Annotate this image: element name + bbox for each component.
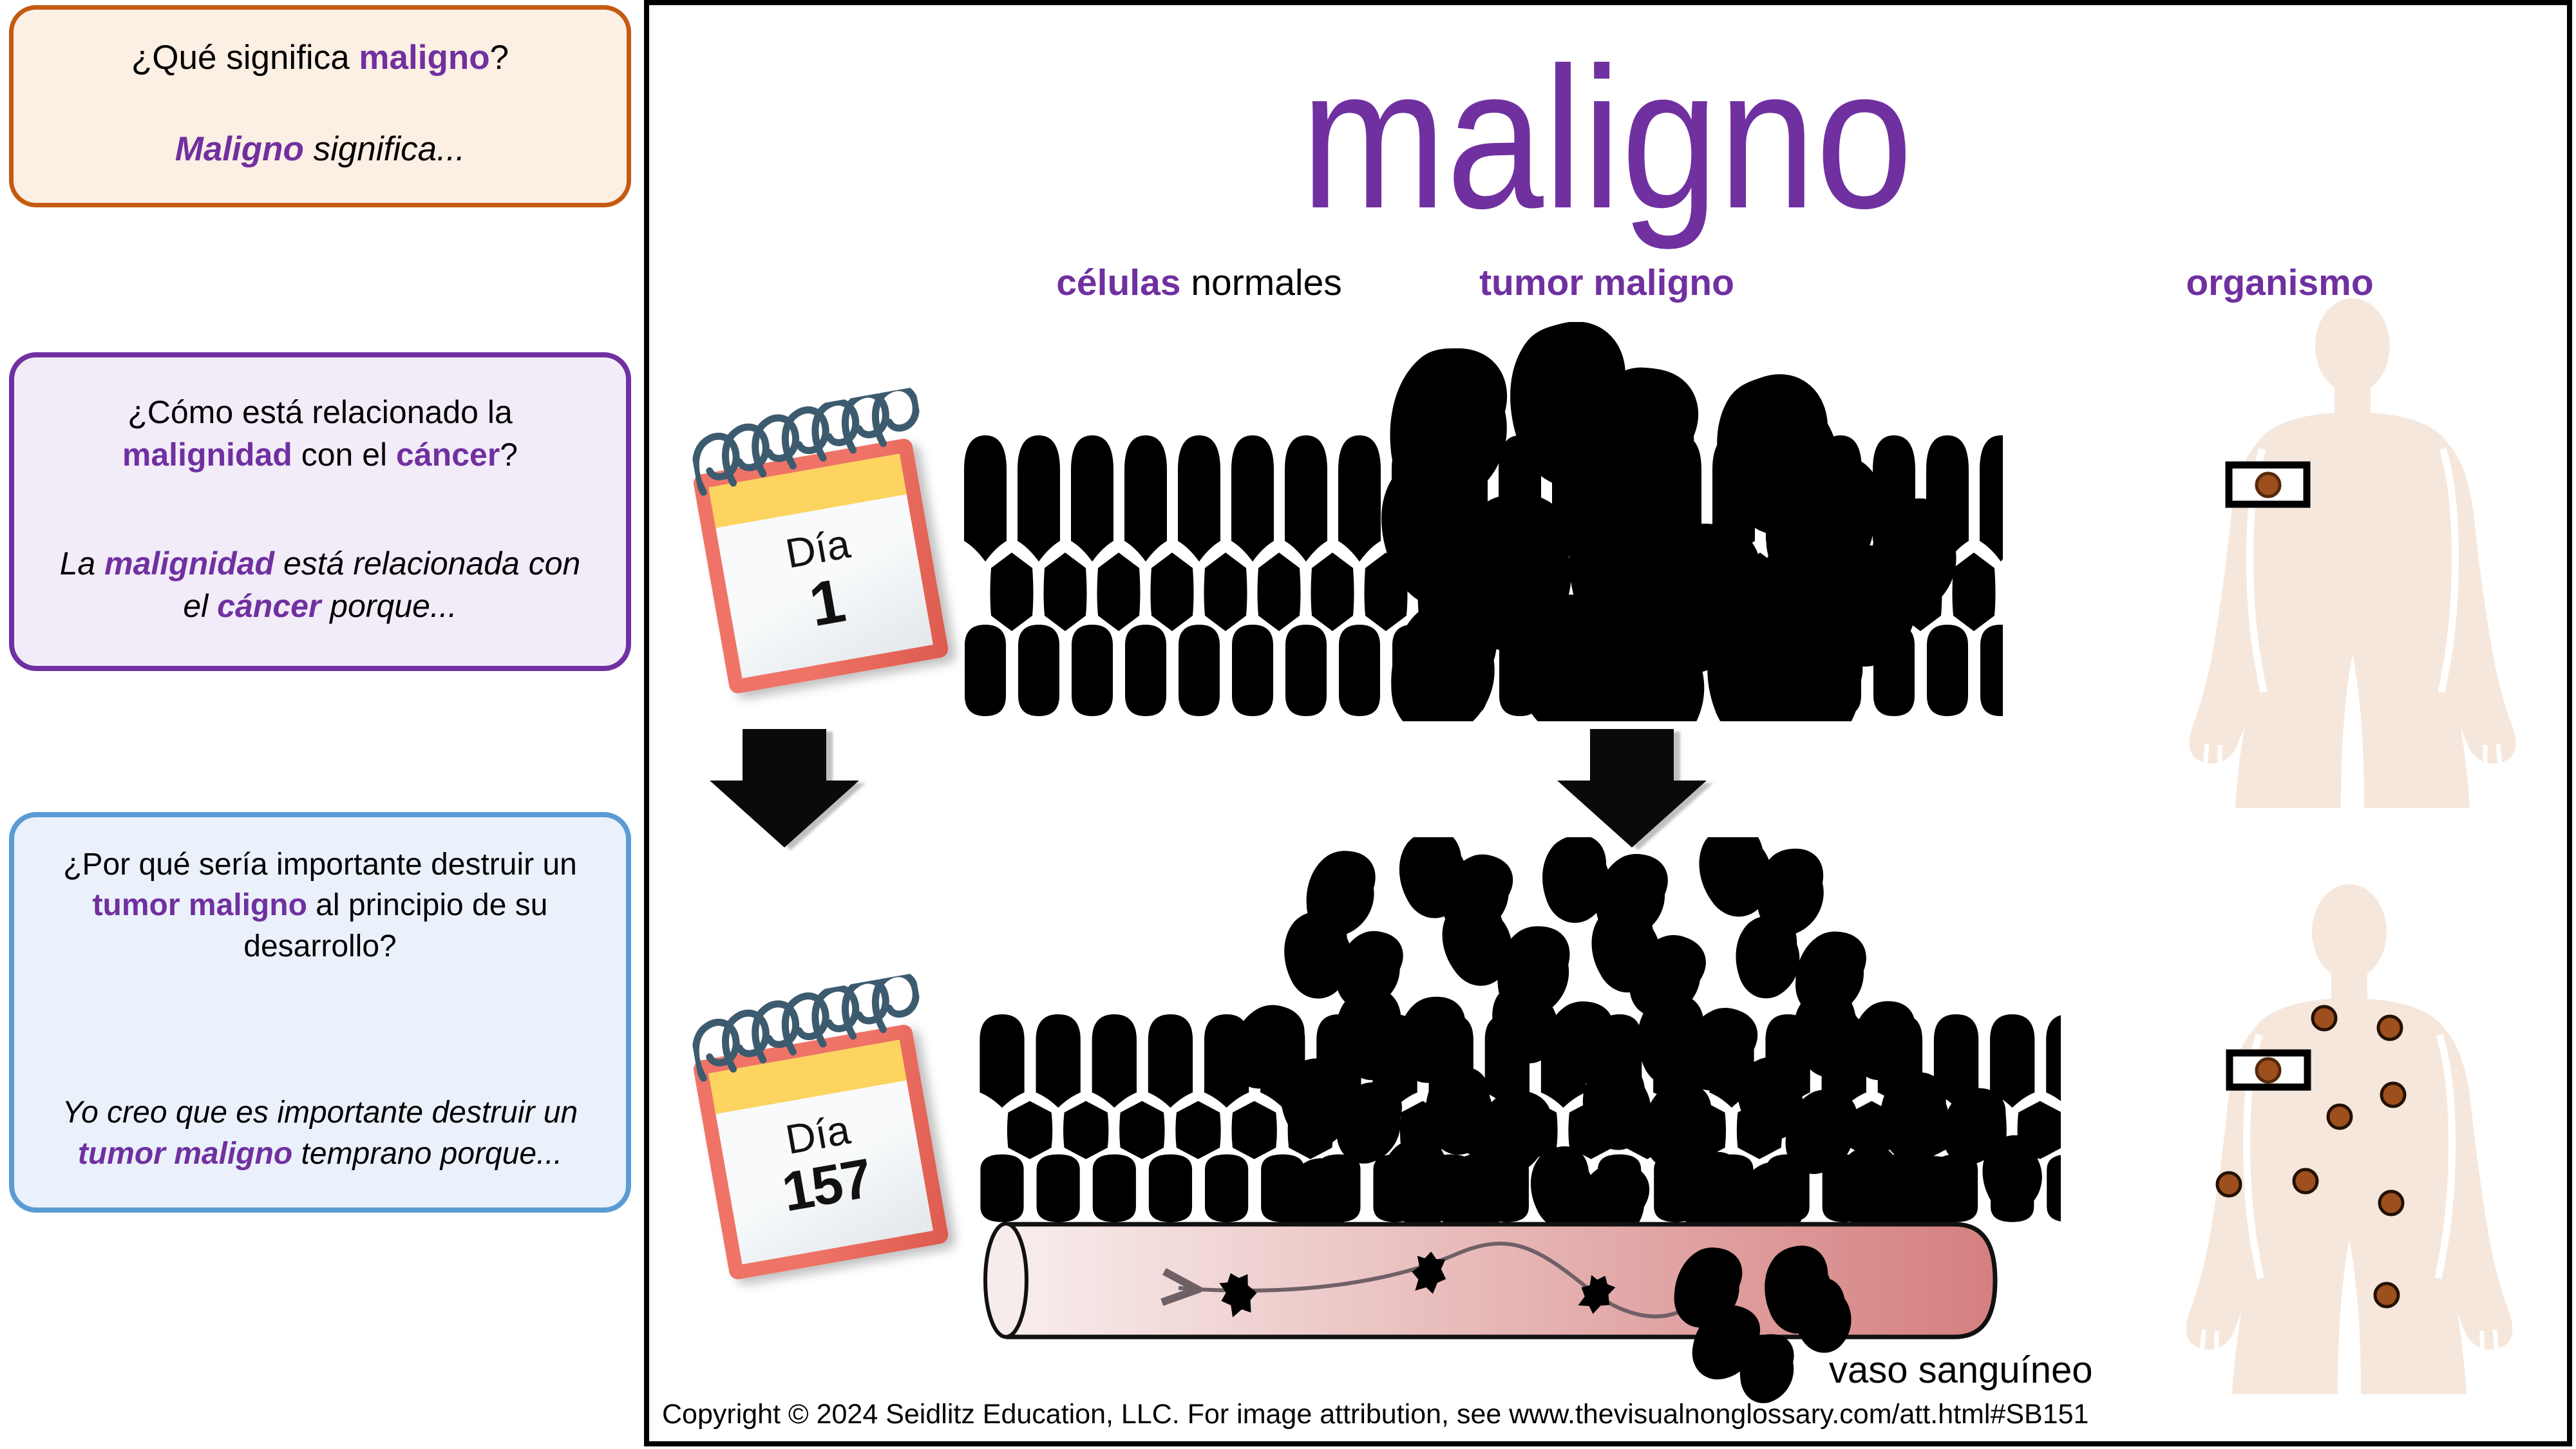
sentence-stem: La malignidad está relacionada con el cá… [50,542,591,627]
label-tumor-maligno: tumor maligno [1479,262,1734,303]
stem-keyword: tumor maligno [77,1136,293,1171]
question-keyword: cáncer [396,437,500,473]
question-keyword: maligno [359,39,490,77]
blood-vessel [983,1222,1998,1340]
question-segment: ¿Qué significa [131,39,359,77]
question-segment: al principio de su desarrollo? [243,888,548,963]
question-segment: ? [500,437,518,473]
label-plain: normales [1180,262,1342,303]
stem-keyword: malignidad [104,545,275,582]
metastasis-path-arrow [1179,1242,1721,1319]
content-frame [644,0,2572,1446]
question-segment: ? [489,39,509,77]
sentence-stem: Maligno significa... [49,127,591,172]
question-box-importance: ¿Por qué sería importante destruir un tu… [9,812,631,1213]
calendar-icon-day1: Día 1 [688,402,965,705]
copyright-text: Copyright © 2024 Seidlitz Education, LLC… [662,1399,2089,1430]
stem-segment: está relacionada con el [183,545,581,624]
stem-keyword: Maligno [175,130,304,169]
sentence-stem: Yo creo que es importante destruir un tu… [45,1092,595,1174]
metastasis-dots [2215,1005,2407,1309]
tumor-dot [2255,1057,2282,1084]
question-segment: con el [292,437,397,473]
down-arrow-icon [710,729,859,848]
malignant-tumor-day1 [1365,322,1956,721]
label-keyword: células [1056,262,1181,303]
calendar-rotated: Día 1 [661,381,986,728]
question-text: ¿Qué significa maligno? [49,35,591,80]
tissue-illustration-day157 [953,837,2061,1406]
question-text: ¿Cómo está relacionado la malignidad con… [50,391,591,476]
question-keyword: tumor maligno [92,888,307,923]
question-box-definition: ¿Qué significa maligno? Maligno signific… [9,5,631,207]
organism-silhouette-day1 [2153,293,2552,808]
question-segment: ¿Cómo está relacionado la [128,394,513,430]
label-organismo: organismo [2186,262,2374,303]
stem-segment: Yo creo que es importante destruir un [62,1095,578,1130]
stem-segment: La [59,545,105,582]
stem-segment: significa... [303,130,466,169]
tissue-illustration-day1 [960,322,2003,721]
calendar-icon-day157: Día 157 [688,989,965,1291]
question-segment: ¿Por qué sería importante destruir un [63,848,577,882]
stem-segment: porque... [321,588,457,624]
tumor-dot [2255,471,2282,498]
label-celulas-normales: células normales [966,261,1432,304]
stem-keyword: cáncer [217,588,321,624]
question-keyword: malignidad [122,437,292,473]
organism-silhouette-day157 [2150,879,2549,1394]
label-vaso-sanguineo: vaso sanguíneo [1829,1349,2093,1391]
down-arrow-icon [1557,729,1707,848]
question-text: ¿Por qué sería importante destruir un tu… [45,844,595,967]
page-title: maligno [1300,26,1913,251]
calendar-rotated: Día 157 [661,967,986,1314]
question-box-relation: ¿Cómo está relacionado la malignidad con… [9,352,631,671]
stem-segment: temprano porque... [292,1136,563,1171]
